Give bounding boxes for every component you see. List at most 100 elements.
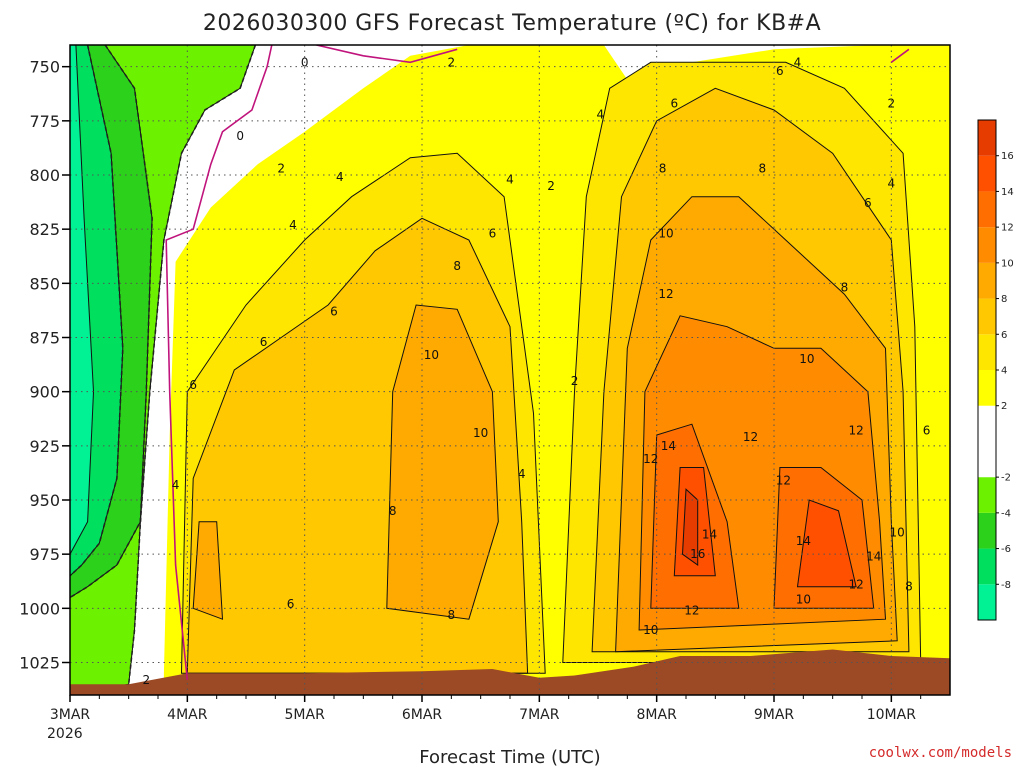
chart-title: 2026030300 GFS Forecast Temperature (ºC)…: [203, 11, 821, 36]
colorbar-swatch-3: [978, 477, 996, 513]
colorbar-swatch-1: [978, 548, 996, 585]
contour-line-layer: [70, 45, 910, 685]
temperature-fill-region-17: [797, 500, 857, 587]
colorbar-tick-label-0: 16: [1001, 151, 1014, 162]
contour-label-37: 10: [796, 593, 811, 607]
isotherm-outline-8: [186, 217, 529, 674]
isotherm-outline-6: [180, 152, 546, 674]
colorbar-tick-label-6: 4: [1001, 366, 1007, 377]
contour-label-0: 0: [301, 55, 309, 69]
contour-label-45: 12: [848, 578, 863, 592]
isotherm-outline-12: [615, 196, 898, 653]
y-tick-label-1025: 1025: [19, 654, 60, 673]
contour-label-2: 2: [448, 55, 456, 69]
contour-label-16: 6: [330, 305, 338, 319]
contour-label-31: 8: [905, 580, 913, 594]
contour-label-27: 8: [758, 162, 766, 176]
colorbar-tick-label-9: -4: [1001, 508, 1011, 519]
contour-line-0-2: [890, 48, 910, 63]
x-axis-label: Forecast Time (UTC): [419, 747, 600, 768]
contour-label-23: 6: [923, 424, 931, 438]
x-tick-label-4MAR: 4MAR: [167, 707, 208, 723]
contour-label-41: 12: [743, 430, 758, 444]
contour-label-38: 10: [890, 526, 905, 540]
colorbar-swatch-9: [978, 227, 996, 263]
temperature-fill-region-11: [193, 521, 223, 620]
terrain-layer: [70, 649, 950, 695]
isotherm-outline-7: [562, 61, 922, 663]
temperature-fill-region-18: [682, 489, 698, 565]
contour-label-3: 2: [277, 162, 285, 176]
colorbar: 16 14 12 10 8 6 4 2 -2 -4 -6 -8: [977, 119, 1014, 621]
contour-label-22: 6: [864, 196, 872, 210]
x-tick-label-6MAR: 6MAR: [402, 707, 443, 723]
contour-label-20: 6: [670, 97, 678, 111]
contour-label-24: 6: [287, 597, 295, 611]
colorbar-swatch-2: [978, 512, 996, 549]
x-tick-label-7MAR: 7MAR: [519, 707, 560, 723]
x-tick-label-9MAR: 9MAR: [754, 707, 795, 723]
colorbar-swatch-8: [978, 262, 996, 299]
contour-label-33: 10: [424, 348, 439, 362]
x-tick-label-5MAR: 5MAR: [285, 707, 326, 723]
colorbar-tick-label-10: -6: [1001, 544, 1011, 555]
contour-label-39: 12: [658, 287, 673, 301]
contour-label-8: 4: [336, 170, 344, 184]
colorbar-tick-label-4: 8: [1001, 294, 1007, 305]
x-tick-year-label: 2026: [47, 726, 83, 742]
grid-layer: [70, 45, 950, 695]
contour-label-36: 10: [643, 623, 658, 637]
contour-label-28: 8: [841, 281, 849, 295]
contour-label-18: 6: [189, 378, 197, 392]
colorbar-swatch-10: [978, 191, 996, 228]
contour-label-19: 6: [489, 227, 497, 241]
contour-label-15: 4: [518, 467, 526, 481]
colorbar-tick-label-11: -8: [1001, 580, 1011, 591]
contour-label-30: 8: [448, 608, 456, 622]
contour-label-49: 14: [866, 549, 881, 563]
colorbar-tick-label-8: -2: [1001, 473, 1011, 484]
contour-label-46: 14: [661, 439, 676, 453]
contour-label-50: 16: [690, 547, 705, 561]
x-tick-label-8MAR: 8MAR: [637, 707, 678, 723]
y-tick-label-800: 800: [29, 166, 60, 185]
contour-label-35: 10: [799, 352, 814, 366]
y-tick-label-925: 925: [29, 437, 60, 456]
contour-label-6: 2: [142, 673, 150, 687]
contour-label-25: 8: [453, 259, 461, 273]
isotherm-outline-9: [591, 87, 910, 653]
x-axis: 3MAR 4MAR 5MAR 6MAR 7MAR 8MAR 9MAR 10MAR: [50, 695, 922, 723]
temperature-fill-region-10: [386, 305, 499, 620]
y-tick-label-850: 850: [29, 274, 60, 293]
x-tick-label-3MAR: 3MAR: [50, 707, 91, 723]
y-tick-label-1000: 1000: [19, 599, 60, 618]
colorbar-tick-label-3: 10: [1001, 258, 1014, 269]
contour-label-21: 6: [776, 64, 784, 78]
contour-label-29: 8: [389, 504, 397, 518]
colorbar-swatch-11: [978, 155, 996, 192]
colorbar-swatch-5: [978, 370, 996, 406]
contour-label-44: 12: [684, 604, 699, 618]
y-tick-label-825: 825: [29, 220, 60, 239]
colorbar-swatch-4: [978, 405, 996, 478]
contour-line-0-1: [316, 45, 458, 64]
contour-line-0-0: [165, 45, 273, 680]
isotherm-outline-13: [638, 315, 887, 631]
isotherm-outline-16: [673, 467, 716, 577]
colorbar-tick-label-7: 2: [1001, 401, 1007, 412]
contour-line--4-3: [127, 45, 257, 685]
contour-label-42: 12: [776, 474, 791, 488]
contour-label-14: 4: [172, 478, 180, 492]
contour-label-7: 2: [888, 97, 896, 111]
y-tick-label-950: 950: [29, 491, 60, 510]
contour-label-40: 12: [643, 452, 658, 466]
colorbar-swatch-12: [978, 120, 996, 156]
contour-label-1: 0: [236, 129, 244, 143]
colorbar-swatch-0: [978, 584, 996, 620]
colorbar-tick-label-2: 12: [1001, 223, 1014, 234]
contour-label-43: 12: [848, 424, 863, 438]
contour-label-13: 4: [888, 177, 896, 191]
contour-label-9: 4: [289, 218, 297, 232]
